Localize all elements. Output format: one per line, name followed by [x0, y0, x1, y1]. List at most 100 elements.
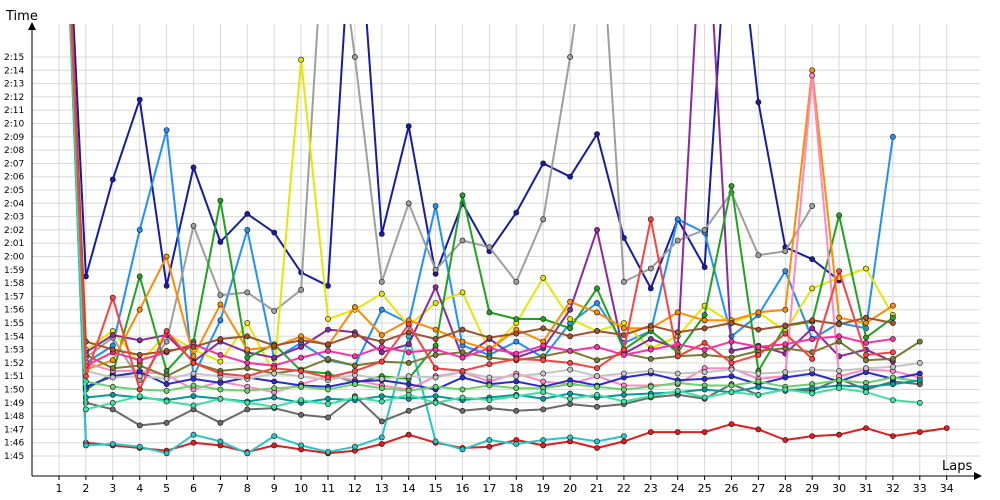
data-point [271, 354, 278, 361]
data-point [351, 304, 358, 310]
data-point [163, 127, 170, 134]
data-point [190, 402, 197, 409]
data-point [190, 431, 197, 438]
data-point [621, 320, 627, 326]
x-tick-label: 6 [190, 482, 197, 495]
y-tick-label: 2:06 [4, 173, 24, 183]
x-tick-label: 10 [294, 482, 308, 495]
y-tick-label: 1:50 [4, 386, 24, 396]
data-point [809, 325, 816, 332]
data-point [701, 369, 708, 376]
data-point [432, 351, 439, 358]
data-point [486, 443, 493, 450]
data-point [136, 386, 143, 393]
data-point [486, 354, 493, 361]
data-point [647, 429, 654, 435]
data-point [647, 346, 654, 353]
data-point [863, 365, 869, 372]
data-point [567, 401, 573, 407]
series-line [69, 24, 947, 455]
y-tick-label: 2:11 [4, 106, 24, 116]
data-point [298, 411, 304, 418]
data-point [298, 337, 304, 344]
data-point [351, 381, 358, 388]
series-line [70, 24, 894, 363]
data-point [378, 441, 385, 447]
series-19 [69, 24, 923, 413]
data-point [647, 322, 654, 329]
data-point [405, 329, 412, 336]
data-point [594, 383, 600, 390]
data-point [405, 200, 412, 207]
data-point [271, 433, 278, 439]
data-point [674, 329, 681, 336]
data-point [540, 378, 547, 385]
x-tick-label: 30 [832, 482, 846, 495]
data-point [109, 441, 116, 447]
data-point [244, 399, 251, 406]
data-point [298, 354, 304, 361]
data-point [190, 393, 197, 399]
data-point [271, 365, 278, 372]
data-point [298, 56, 304, 63]
data-point [163, 381, 170, 388]
x-tick-label: 29 [805, 482, 819, 495]
data-point [432, 374, 439, 381]
data-point [594, 438, 600, 445]
x-tick-label: 22 [617, 482, 631, 495]
data-point [755, 351, 762, 358]
series-5 [70, 24, 816, 384]
data-point [567, 359, 573, 366]
data-point [244, 365, 251, 372]
x-tick-label: 26 [725, 482, 739, 495]
data-point [459, 192, 466, 199]
data-point [244, 450, 251, 457]
data-point [701, 375, 708, 382]
data-point [674, 387, 681, 394]
data-point [109, 399, 116, 406]
data-point [271, 394, 278, 401]
x-tick-label: 21 [590, 482, 604, 495]
data-point [244, 320, 251, 326]
data-point [298, 442, 304, 449]
data-point [190, 375, 197, 382]
data-point [459, 349, 466, 356]
data-point [378, 290, 385, 297]
data-point [136, 306, 143, 313]
x-tick-label: 12 [348, 482, 362, 495]
data-point [486, 309, 493, 316]
data-point [109, 176, 116, 183]
data-point [621, 325, 627, 332]
data-point [190, 359, 197, 366]
data-point [863, 383, 869, 390]
x-tick-label: 13 [375, 482, 389, 495]
data-point [325, 386, 331, 393]
data-point [701, 339, 708, 346]
data-point [621, 433, 627, 439]
data-point [890, 374, 896, 381]
data-point [163, 398, 170, 405]
axes: Time Laps [5, 9, 982, 480]
data-point [378, 230, 385, 237]
data-point [728, 338, 735, 345]
data-point [890, 381, 896, 388]
y-tick-label: 1:53 [4, 346, 24, 356]
y-tick-label: 2:04 [4, 199, 24, 209]
data-point [594, 403, 600, 410]
y-tick-label: 2:10 [4, 120, 24, 130]
y-tick-label: 2:12 [4, 93, 24, 103]
x-tick-label: 8 [244, 482, 251, 495]
data-point [432, 284, 439, 290]
data-point [567, 333, 573, 340]
data-point [621, 278, 627, 285]
data-point [513, 378, 520, 385]
data-point [755, 309, 762, 316]
data-point [809, 317, 816, 324]
x-tick-labels: 1 2 3 4 5 6 7 8 9 10 11 12 13 14 15 16 17 18 19 20 21 22 23 24 2… [56, 482, 954, 495]
data-point [728, 183, 735, 189]
data-point [836, 268, 842, 274]
data-point [378, 418, 385, 425]
data-point [190, 382, 197, 389]
y-tick-label: 1:49 [4, 399, 24, 409]
